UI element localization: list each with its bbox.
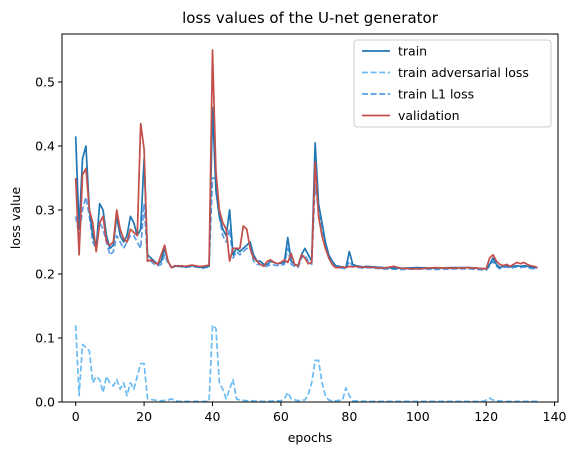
axes-frame	[61, 33, 559, 403]
series-line-train-adversarial-loss	[74, 324, 538, 402]
series-line-validation	[74, 49, 538, 270]
y-tick-label: 0.1	[35, 331, 55, 346]
legend-item-validation: validation	[362, 108, 460, 123]
x-tick-label: 120	[474, 409, 498, 424]
y-tick-label: 0.5	[35, 75, 55, 90]
x-tick-label: 80	[341, 409, 357, 424]
legend: train train adversarial loss train L1 loss…	[353, 39, 552, 128]
x-tick-label: 0	[72, 409, 80, 424]
legend-item-train-adversarial-loss: train adversarial loss	[362, 65, 529, 80]
y-axis-label: loss value	[8, 187, 23, 250]
legend-label: train L1 loss	[398, 87, 474, 102]
legend-label: train adversarial loss	[398, 65, 529, 80]
y-axis: 0.0 0.1 0.2 0.3 0.4 0.5	[35, 75, 62, 410]
legend-label: validation	[398, 108, 460, 123]
x-tick-label: 20	[136, 409, 152, 424]
x-tick-label: 40	[205, 409, 221, 424]
y-tick-label: 0.0	[35, 395, 55, 410]
y-tick-label: 0.2	[35, 267, 55, 282]
x-tick-label: 100	[406, 409, 430, 424]
x-axis: 0 20 40 60 80 100 120 140	[72, 402, 567, 424]
x-tick-label: 140	[543, 409, 567, 424]
y-tick-label: 0.4	[35, 139, 55, 154]
x-axis-label: epochs	[288, 430, 333, 445]
legend-label: train	[398, 44, 427, 59]
legend-box	[353, 39, 552, 128]
x-tick-label: 60	[273, 409, 289, 424]
chart-title: loss values of the U-net generator	[182, 9, 439, 27]
series-layer	[74, 49, 538, 402]
y-tick-label: 0.3	[35, 203, 55, 218]
series-line-train-l1-loss	[74, 177, 538, 272]
legend-item-train-l1-loss: train L1 loss	[362, 87, 474, 102]
legend-item-train: train	[362, 44, 427, 59]
